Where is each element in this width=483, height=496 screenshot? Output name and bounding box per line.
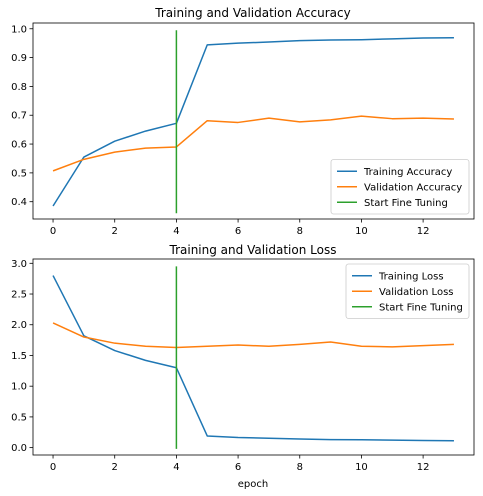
y-axis: 0.4 0.5 0.6 0.7 0.8 0.9 1.0 [11,24,33,208]
y-tick-label: 0.7 [11,111,27,122]
x-axis: 0 2 4 6 8 10 12 [50,455,430,473]
y-axis: 0.0 0.5 1.0 1.5 2.0 2.5 3.0 [11,259,33,454]
y-tick-label: 0.6 [11,140,27,151]
y-tick-label: 0.9 [11,53,27,64]
x-tick-label: 10 [355,462,368,473]
x-tick-label: 8 [297,226,303,237]
chart-title: Training and Validation Accuracy [154,6,350,20]
y-tick-label: 2.0 [11,320,27,331]
x-tick-label: 8 [297,462,303,473]
x-tick-label: 6 [235,462,241,473]
x-tick-label: 12 [417,226,430,237]
legend-entry-start-fine-tuning: Start Fine Tuning [379,302,463,313]
loss-legend: Training Loss Validation Loss Start Fine T… [346,264,469,319]
x-tick-label: 4 [173,226,179,237]
loss-chart: Training and Validation Loss 0 2 4 6 8 10 12 0… [11,243,474,490]
x-tick-label: 2 [112,462,118,473]
legend-entry-validation-loss: Validation Loss [379,287,454,298]
x-tick-label: 2 [112,226,118,237]
x-tick-label: 6 [235,226,241,237]
x-tick-label: 0 [50,226,56,237]
y-tick-label: 0.4 [11,197,27,208]
series-line-validation-loss [53,323,454,348]
accuracy-chart: Training and Validation Accuracy 0 2 4 6 8 10… [11,6,474,237]
legend-entry-training-accuracy: Training Accuracy [363,167,452,178]
x-tick-label: 10 [355,226,368,237]
chart-title: Training and Validation Loss [169,243,337,257]
legend-entry-training-loss: Training Loss [378,271,444,282]
x-axis: 0 2 4 6 8 10 12 [50,219,430,237]
x-tick-label: 0 [50,462,56,473]
y-tick-label: 1.5 [11,351,27,362]
x-tick-label: 4 [173,462,179,473]
legend-entry-validation-accuracy: Validation Accuracy [364,182,462,193]
y-tick-label: 0.5 [11,412,27,423]
y-tick-label: 1.0 [11,24,27,35]
y-tick-label: 2.5 [11,290,27,301]
y-tick-label: 0.8 [11,82,27,93]
y-tick-label: 1.0 [11,382,27,393]
y-tick-label: 0.5 [11,168,27,179]
y-tick-label: 3.0 [11,259,27,270]
legend-entry-start-fine-tuning: Start Fine Tuning [364,198,448,209]
x-axis-label: epoch [238,479,268,490]
y-tick-label: 0.0 [11,443,27,454]
accuracy-legend: Training Accuracy Validation Accuracy Star… [331,160,469,215]
x-tick-label: 12 [417,462,430,473]
